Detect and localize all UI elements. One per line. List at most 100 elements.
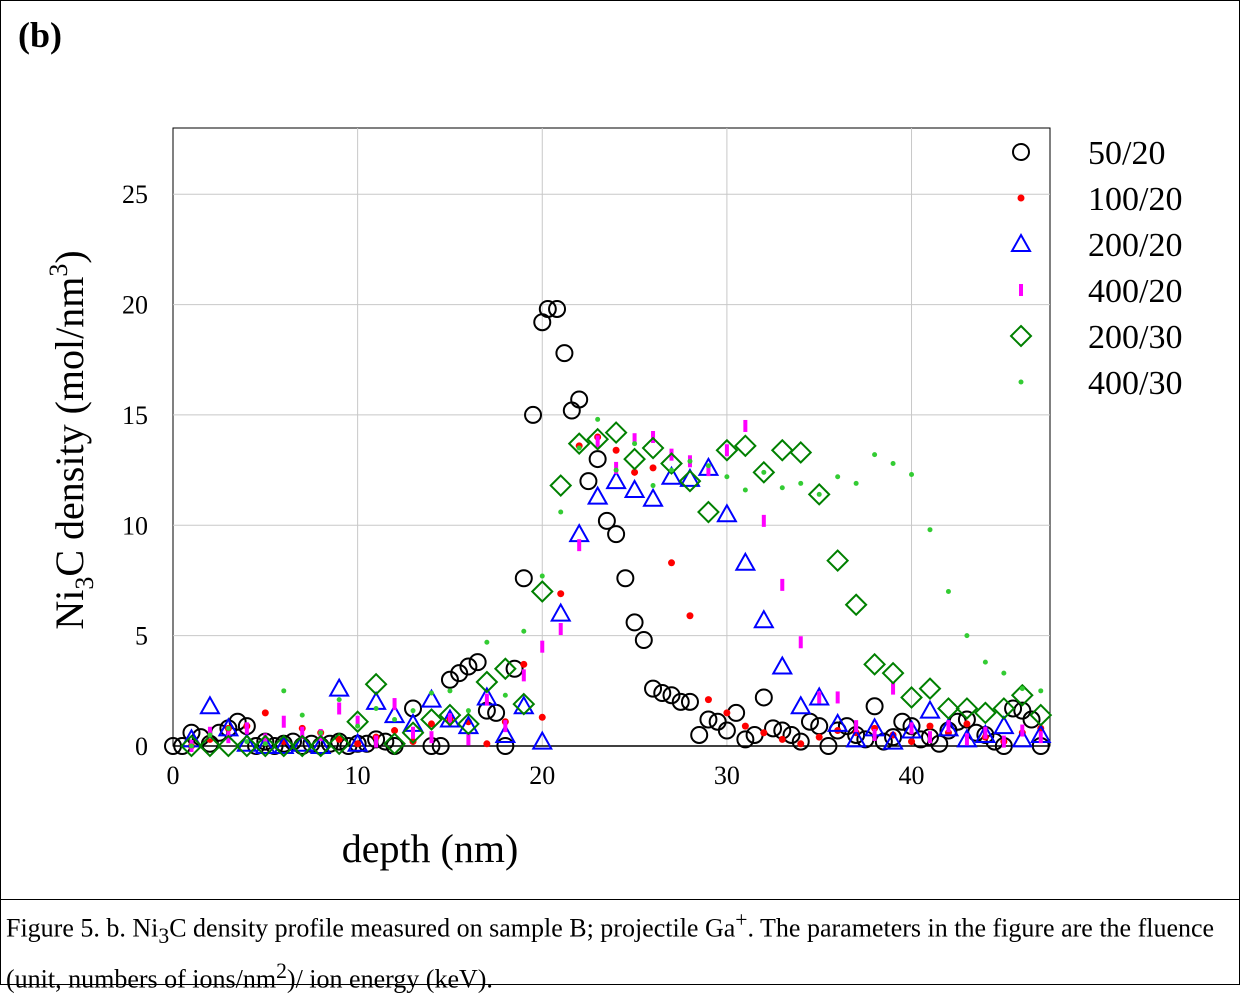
data-point [653, 684, 672, 703]
data-point [642, 487, 664, 507]
data-point [669, 467, 675, 473]
data-point [549, 474, 573, 497]
data-point [595, 416, 601, 422]
data-point [198, 734, 222, 758]
y-tick-label: 25 [122, 180, 148, 209]
data-point [872, 728, 877, 741]
data-point [826, 712, 849, 732]
data-point [475, 670, 499, 694]
data-point [908, 738, 916, 746]
data-point [650, 483, 656, 489]
data-point [383, 704, 406, 724]
data-point [909, 722, 914, 735]
data-point [577, 539, 582, 552]
data-point [808, 686, 830, 706]
data-point [891, 682, 896, 695]
data-point [555, 344, 574, 363]
caption-sup: 2 [276, 958, 287, 983]
legend-label: 400/30 [1088, 365, 1182, 402]
data-point [743, 419, 748, 432]
data-point [616, 569, 635, 588]
data-point [853, 480, 859, 486]
data-point [764, 719, 783, 738]
y-axis-title-sup: 3 [44, 264, 73, 277]
data-point [468, 653, 487, 672]
data-point [318, 730, 324, 736]
data-point [328, 677, 350, 697]
data-point [660, 465, 683, 485]
legend-label: 400/20 [1088, 273, 1182, 310]
data-point [540, 640, 545, 653]
data-point [586, 485, 609, 505]
data-point [623, 447, 646, 471]
data-point [427, 720, 435, 728]
data-point [1011, 728, 1034, 748]
data-point [346, 732, 369, 752]
data-point [483, 740, 491, 748]
data-point [438, 703, 462, 727]
data-point [982, 659, 988, 665]
data-point [263, 733, 268, 746]
data-point [668, 559, 676, 567]
data-point [797, 740, 805, 748]
data-point [937, 697, 960, 720]
data-point [456, 712, 480, 736]
y-tick-label: 15 [122, 401, 148, 430]
data-point [244, 722, 249, 735]
caption-text: . The parameters in the figure are the f… [6, 913, 1215, 994]
data-point [512, 692, 536, 716]
legend-marker [1019, 284, 1023, 296]
data-point [364, 672, 388, 696]
data-point [754, 688, 773, 707]
data-point [964, 733, 969, 746]
data-point [865, 697, 884, 716]
data-point [706, 464, 711, 477]
data-point [625, 613, 644, 632]
data-point [493, 657, 517, 681]
data-point [919, 699, 941, 719]
data-point [789, 441, 813, 464]
data-point [309, 734, 333, 758]
legend-marker [1010, 232, 1032, 252]
data-point [465, 708, 471, 714]
data-point [235, 734, 259, 758]
x-tick-label: 20 [529, 761, 555, 790]
data-point [844, 593, 868, 617]
data-point [662, 686, 681, 705]
data-point [281, 715, 286, 728]
data-point [845, 728, 867, 748]
data-point [484, 639, 490, 645]
data-point [742, 487, 748, 493]
data-point [641, 436, 665, 460]
data-point [680, 692, 699, 711]
data-point [1022, 710, 1041, 729]
data-point [484, 693, 489, 706]
data-point [431, 737, 450, 755]
data-point [309, 734, 332, 754]
data-point [447, 713, 452, 726]
data-point [798, 480, 804, 486]
caption-text: Figure 5. b. Ni [6, 913, 159, 943]
data-point [538, 299, 557, 318]
data-point [236, 732, 258, 752]
data-point [595, 435, 600, 448]
data-point [1019, 686, 1025, 692]
data-point [945, 589, 951, 594]
data-point [355, 715, 360, 728]
data-point [254, 734, 277, 754]
data-point [679, 467, 701, 487]
data-point [779, 485, 785, 491]
y-axis-title-part: ) [47, 250, 92, 263]
data-point [567, 432, 591, 456]
data-point [699, 710, 718, 729]
legend-marker [1018, 379, 1024, 385]
data-point [724, 444, 729, 457]
data-point [502, 692, 508, 698]
caption-sup: + [735, 908, 748, 932]
panel-label: (b) [18, 15, 62, 55]
data-point [612, 446, 620, 454]
data-point [717, 721, 736, 740]
caption-text: C density profile measured on sample B; … [169, 913, 736, 943]
data-point [346, 710, 370, 734]
data-point [623, 478, 646, 498]
